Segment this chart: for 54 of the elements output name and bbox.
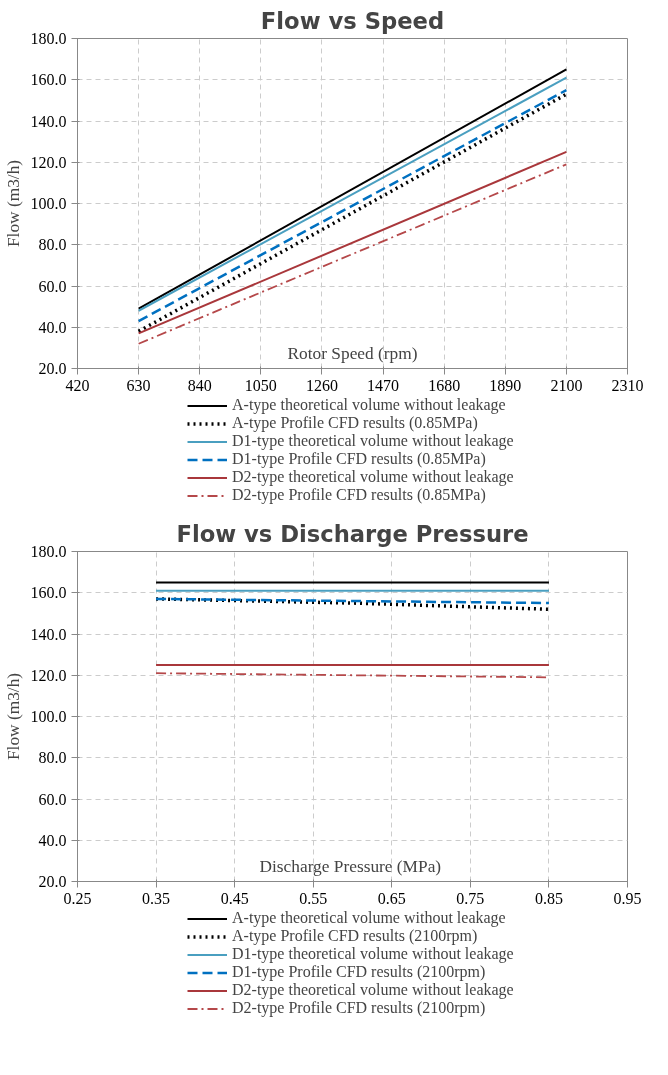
y-tick-label: 60.0	[38, 277, 67, 295]
y-axis-title: Flow (m3/h)	[3, 159, 23, 248]
y-axis-title: Flow (m3/h)	[3, 672, 23, 761]
legend-label: A-type theoretical volume without leakage	[232, 910, 506, 927]
y-tick-label: 180.0	[30, 30, 67, 47]
legend-label: D1-type Profile CFD results (2100rpm)	[232, 963, 486, 981]
legend-label: D1-type theoretical volume without leakage	[232, 945, 514, 963]
legend-label: D1-type theoretical volume without leakage	[232, 432, 514, 450]
x-tick-label: 0.65	[377, 889, 406, 907]
y-tick-label: 40.0	[38, 318, 67, 336]
chart-title: Flow vs Discharge Pressure	[176, 520, 529, 547]
y-tick-label: 60.0	[38, 790, 67, 808]
x-tick-label: 1680	[428, 376, 461, 394]
x-tick-label: 0.35	[142, 889, 171, 907]
y-tick-label: 120.0	[30, 666, 67, 684]
legend-label: D2-type Profile CFD results (2100rpm)	[232, 999, 486, 1017]
x-tick-label: 1050	[244, 376, 277, 394]
y-tick-label: 20.0	[38, 360, 67, 377]
x-axis-title: Discharge Pressure (MPa)	[259, 856, 442, 876]
y-tick-label: 140.0	[30, 112, 67, 130]
x-tick-label: 0.95	[613, 889, 642, 907]
legend-label: D2-type theoretical volume without leakage	[232, 981, 514, 999]
x-tick-label: 840	[187, 376, 212, 394]
y-tick-label: 80.0	[38, 749, 67, 767]
y-tick-label: 100.0	[30, 708, 67, 725]
x-tick-label: 420	[65, 376, 90, 394]
x-tick-label: 0.75	[456, 889, 485, 907]
y-tick-label: 160.0	[30, 584, 67, 602]
x-tick-label: 0.55	[299, 889, 328, 907]
legend-label: A-type Profile CFD results (2100rpm)	[232, 927, 478, 945]
y-tick-label: 40.0	[38, 831, 67, 849]
x-tick-label: 0.45	[220, 889, 249, 907]
y-tick-label: 20.0	[38, 873, 67, 890]
x-tick-label: 0.25	[63, 889, 92, 907]
x-tick-label: 1260	[305, 376, 338, 394]
chart-title: Flow vs Speed	[260, 7, 445, 34]
y-tick-label: 160.0	[30, 71, 67, 89]
x-tick-label: 1890	[489, 376, 522, 394]
y-tick-label: 100.0	[30, 195, 67, 212]
y-tick-label: 120.0	[30, 153, 67, 171]
y-tick-label: 180.0	[30, 543, 67, 560]
x-tick-label: 2100	[550, 376, 583, 394]
x-tick-label: 1470	[367, 376, 400, 394]
x-tick-label: 0.85	[534, 889, 563, 907]
legend-label: D1-type Profile CFD results (0.85MPa)	[232, 450, 486, 468]
legend-label: A-type theoretical volume without leakage	[232, 397, 506, 414]
x-axis-title: Rotor Speed (rpm)	[287, 343, 418, 363]
y-tick-label: 80.0	[38, 236, 67, 254]
legend-label: A-type Profile CFD results (0.85MPa)	[232, 414, 478, 432]
x-tick-label: 2310	[611, 376, 644, 394]
legend-label: D2-type Profile CFD results (0.85MPa)	[232, 486, 486, 504]
legend-label: D2-type theoretical volume without leakage	[232, 468, 514, 486]
x-tick-label: 630	[126, 376, 151, 394]
y-tick-label: 140.0	[30, 625, 67, 643]
